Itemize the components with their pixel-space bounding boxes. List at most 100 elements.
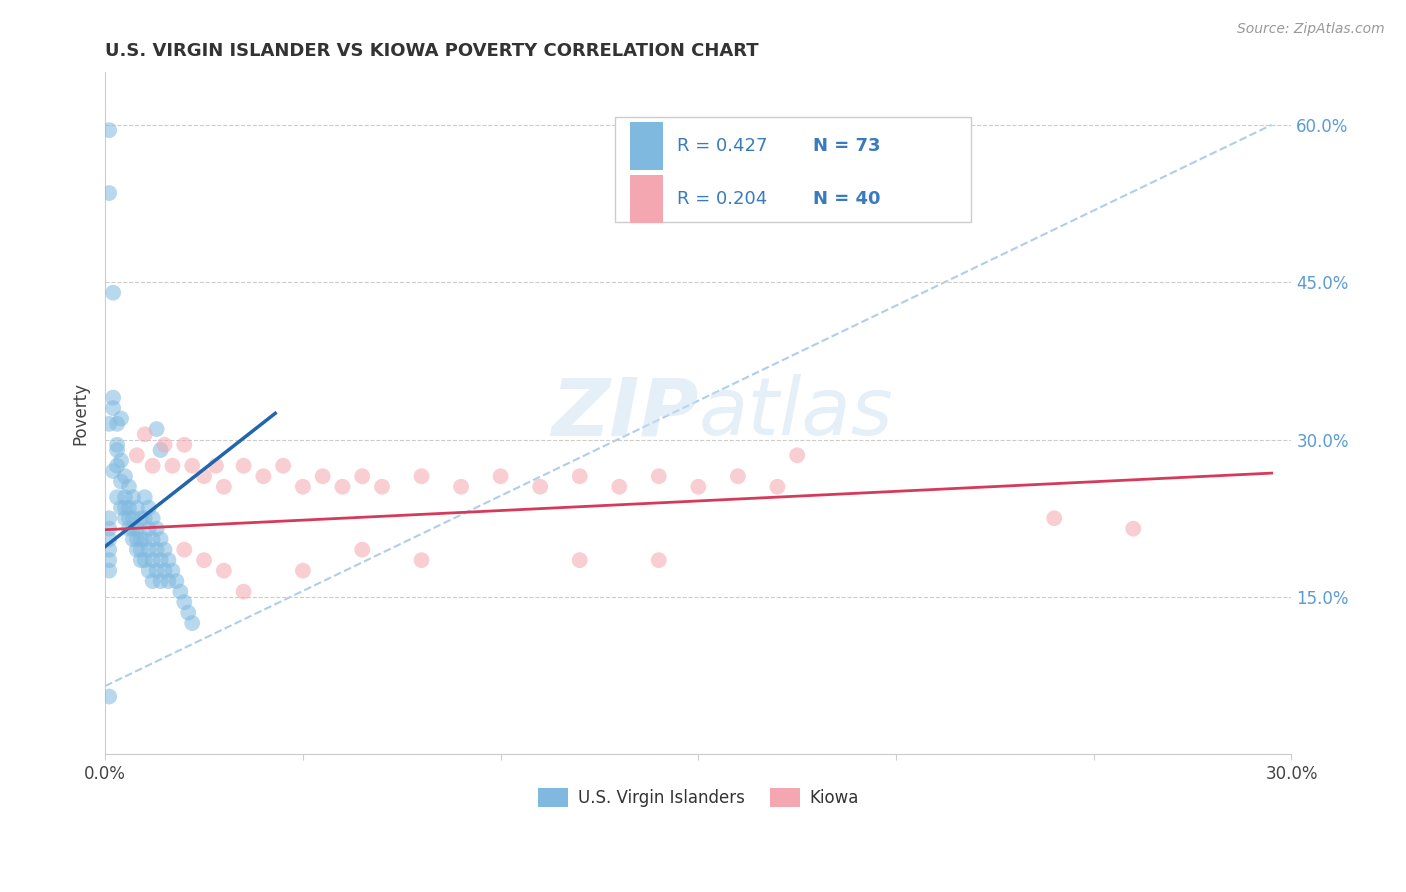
Point: [118, 500, 141, 515]
Point: [129, 553, 152, 567]
Point: [142, 574, 165, 589]
Point: [98, 564, 121, 578]
Y-axis label: Poverty: Poverty: [72, 382, 89, 445]
Point: [118, 522, 141, 536]
Point: [101, 401, 124, 415]
Point: [153, 542, 176, 557]
Point: [98, 123, 121, 137]
Point: [149, 553, 172, 567]
Point: [145, 542, 167, 557]
Point: [157, 574, 180, 589]
Text: R = 0.204: R = 0.204: [676, 190, 768, 208]
Point: [138, 564, 160, 578]
Point: [786, 448, 808, 462]
Point: [142, 458, 165, 473]
Point: [114, 500, 136, 515]
Point: [181, 458, 204, 473]
Point: [193, 553, 215, 567]
Point: [125, 522, 148, 536]
Point: [352, 469, 374, 483]
Point: [145, 564, 167, 578]
Point: [727, 469, 749, 483]
Point: [312, 469, 335, 483]
Point: [129, 511, 152, 525]
Point: [153, 564, 176, 578]
Point: [162, 564, 184, 578]
Bar: [630, 176, 662, 223]
Point: [122, 532, 145, 546]
Point: [125, 532, 148, 546]
Text: N = 73: N = 73: [814, 137, 882, 155]
Point: [157, 553, 180, 567]
Point: [98, 417, 121, 431]
Point: [411, 469, 433, 483]
Point: [177, 606, 200, 620]
Point: [122, 522, 145, 536]
Point: [149, 574, 172, 589]
Point: [169, 584, 191, 599]
FancyBboxPatch shape: [616, 117, 972, 222]
Point: [332, 480, 354, 494]
Point: [271, 458, 294, 473]
Point: [173, 595, 195, 609]
Point: [291, 480, 314, 494]
Point: [105, 443, 128, 458]
Point: [114, 490, 136, 504]
Point: [105, 438, 128, 452]
Point: [98, 511, 121, 525]
Point: [149, 532, 172, 546]
Point: [252, 469, 274, 483]
Point: [173, 542, 195, 557]
Point: [122, 511, 145, 525]
Point: [98, 186, 121, 200]
Legend: U.S. Virgin Islanders, Kiowa: U.S. Virgin Islanders, Kiowa: [531, 781, 866, 814]
Point: [529, 480, 551, 494]
Point: [134, 553, 156, 567]
Point: [149, 443, 172, 458]
Point: [129, 542, 152, 557]
Point: [110, 411, 132, 425]
Text: U.S. VIRGIN ISLANDER VS KIOWA POVERTY CORRELATION CHART: U.S. VIRGIN ISLANDER VS KIOWA POVERTY CO…: [105, 42, 759, 60]
Point: [134, 490, 156, 504]
Point: [101, 391, 124, 405]
Point: [105, 458, 128, 473]
Point: [145, 422, 167, 436]
Point: [212, 564, 235, 578]
Point: [568, 553, 591, 567]
Point: [648, 553, 671, 567]
Point: [125, 500, 148, 515]
Point: [142, 532, 165, 546]
Point: [371, 480, 394, 494]
Point: [138, 542, 160, 557]
Point: [193, 469, 215, 483]
Text: atlas: atlas: [699, 375, 893, 452]
Point: [142, 511, 165, 525]
Point: [98, 522, 121, 536]
Point: [105, 417, 128, 431]
Point: [129, 532, 152, 546]
Point: [648, 469, 671, 483]
Point: [766, 480, 789, 494]
Point: [1043, 511, 1066, 525]
Point: [181, 616, 204, 631]
Point: [138, 500, 160, 515]
Point: [118, 511, 141, 525]
Point: [110, 453, 132, 467]
Point: [105, 490, 128, 504]
Point: [125, 448, 148, 462]
Text: Source: ZipAtlas.com: Source: ZipAtlas.com: [1237, 22, 1385, 37]
Point: [122, 490, 145, 504]
Point: [110, 475, 132, 489]
Point: [98, 553, 121, 567]
Point: [568, 469, 591, 483]
Point: [138, 522, 160, 536]
Point: [205, 458, 228, 473]
Point: [101, 464, 124, 478]
Point: [411, 553, 433, 567]
Point: [153, 438, 176, 452]
Point: [101, 285, 124, 300]
Point: [114, 511, 136, 525]
Point: [291, 564, 314, 578]
Point: [165, 574, 187, 589]
Point: [142, 553, 165, 567]
